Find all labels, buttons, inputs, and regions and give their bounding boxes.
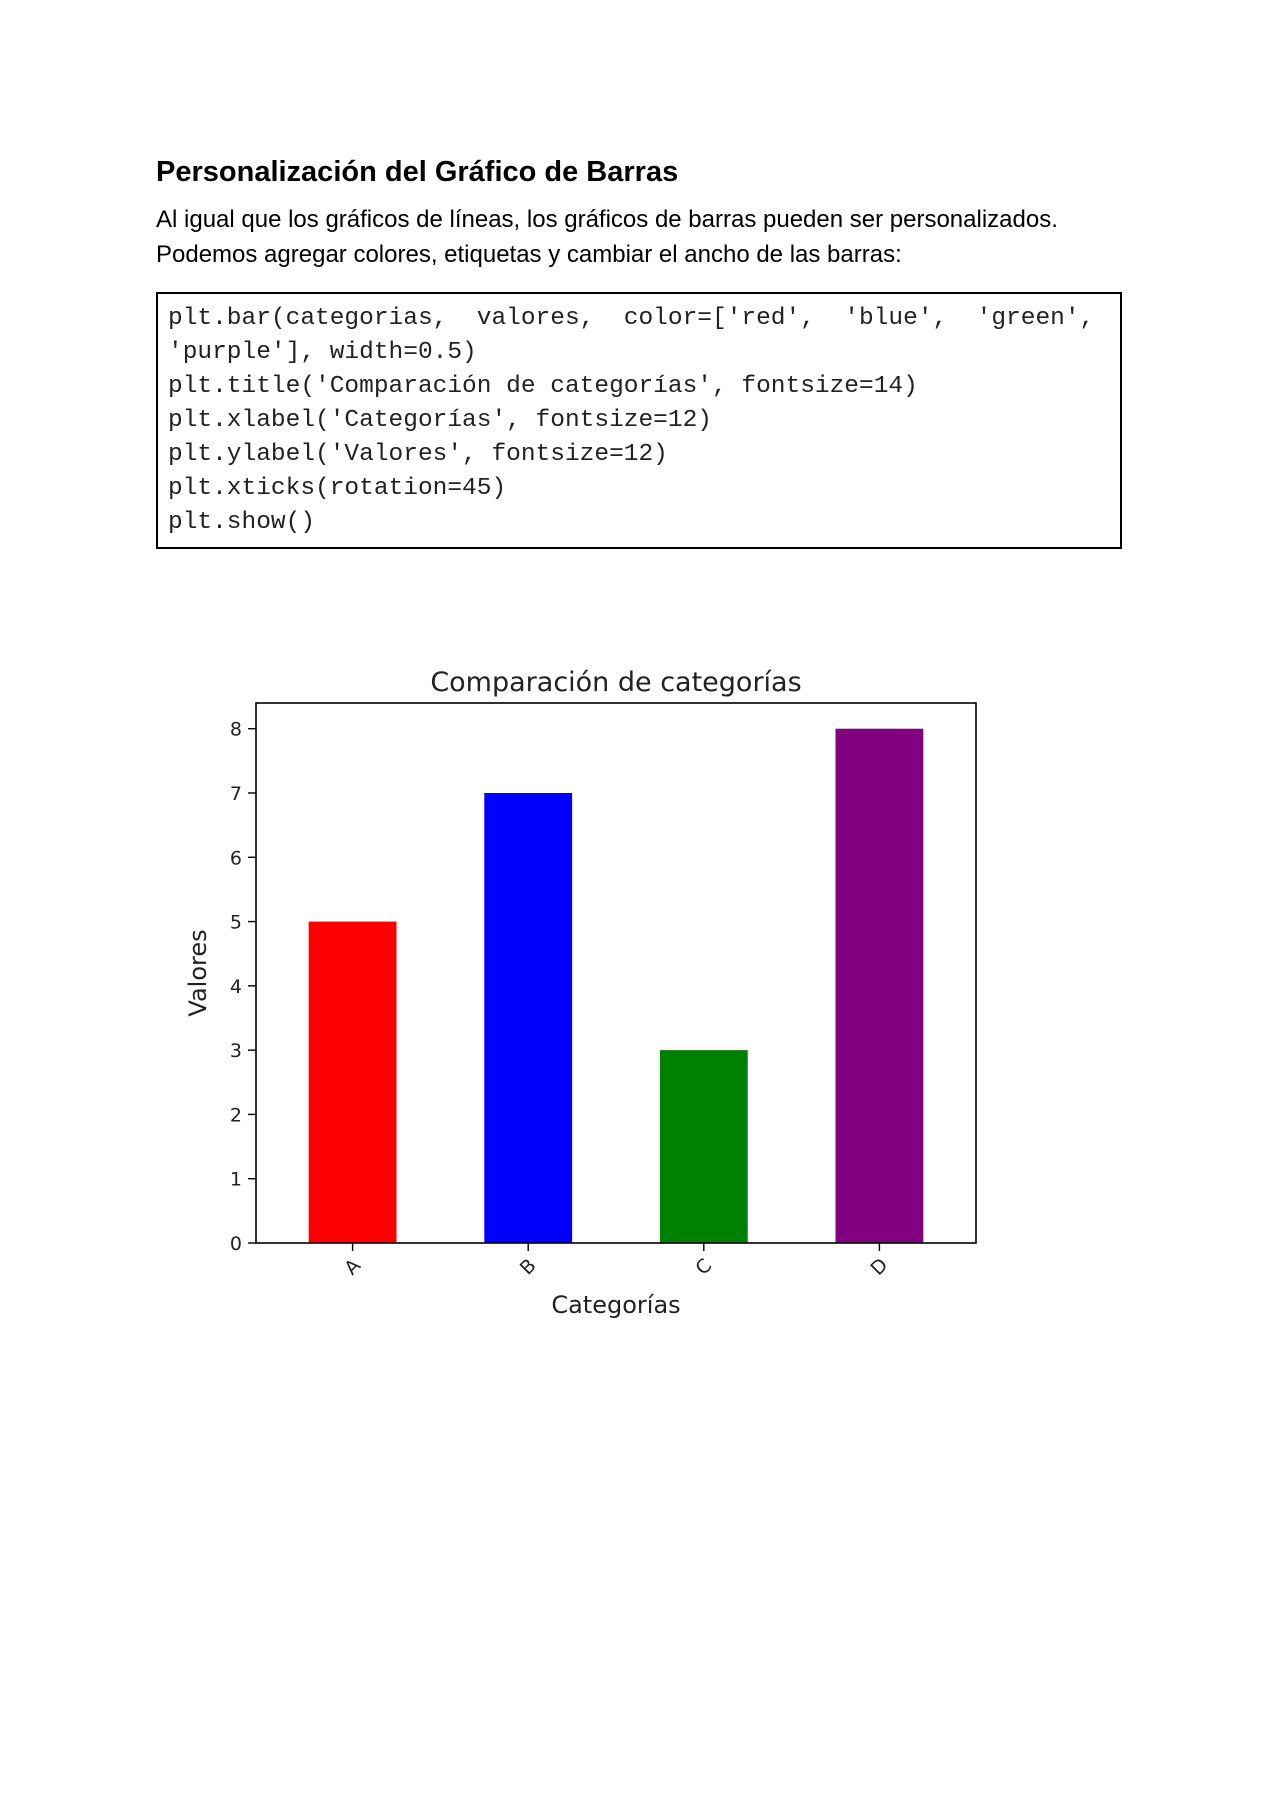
x-axis-label: Categorías <box>551 1291 680 1319</box>
code-line: plt.xlabel('Categorías', fontsize=12) <box>168 407 712 434</box>
intro-paragraph: Al igual que los gráficos de líneas, los… <box>156 202 1136 272</box>
code-line: plt.show() <box>168 509 316 536</box>
x-tick-label: C <box>691 1255 716 1280</box>
y-tick-label: 5 <box>230 912 242 934</box>
y-tick-label: 1 <box>230 1169 242 1191</box>
bar-c <box>659 1050 748 1243</box>
bar-chart-figure: Comparación de categorías 0 1 2 3 4 5 6 7 8 A B C D Ca… <box>180 650 1000 1335</box>
y-tick-label: 4 <box>230 976 242 998</box>
code-line: plt.title('Comparación de categorías', f… <box>168 373 918 400</box>
y-tick-label: 3 <box>230 1040 242 1062</box>
chart-title: Comparación de categorías <box>430 667 801 698</box>
y-tick-label: 6 <box>230 847 242 869</box>
y-tick-label: 8 <box>230 719 242 741</box>
intro-line: Podemos agregar colores, etiquetas y cam… <box>156 241 902 268</box>
code-line: plt.bar(categorias, valores, color=['red… <box>168 305 1095 332</box>
y-tick-label: 2 <box>230 1104 242 1126</box>
x-tick-label: B <box>516 1255 541 1280</box>
code-block: plt.bar(categorias, valores, color=['red… <box>156 292 1122 549</box>
code-line: 'purple'], width=0.5) <box>168 339 477 366</box>
bar-b <box>484 793 573 1243</box>
x-tick-label: D <box>866 1254 892 1280</box>
y-tick-label: 7 <box>230 783 242 805</box>
x-tick-label: A <box>340 1255 365 1280</box>
section-heading: Personalización del Gráfico de Barras <box>156 156 679 188</box>
plot-area-frame <box>255 702 977 1244</box>
intro-line: Al igual que los gráficos de líneas, los… <box>156 206 1058 233</box>
bar-chart: Comparación de categorías 0 1 2 3 4 5 6 7 8 A B C D Ca… <box>184 667 977 1319</box>
code-line: plt.xticks(rotation=45) <box>168 475 507 502</box>
code-line: plt.ylabel('Valores', fontsize=12) <box>168 441 668 468</box>
bar-d <box>835 728 924 1243</box>
bar-a <box>308 921 397 1243</box>
y-axis-label: Valores <box>184 929 212 1016</box>
y-tick-label: 0 <box>230 1233 242 1255</box>
